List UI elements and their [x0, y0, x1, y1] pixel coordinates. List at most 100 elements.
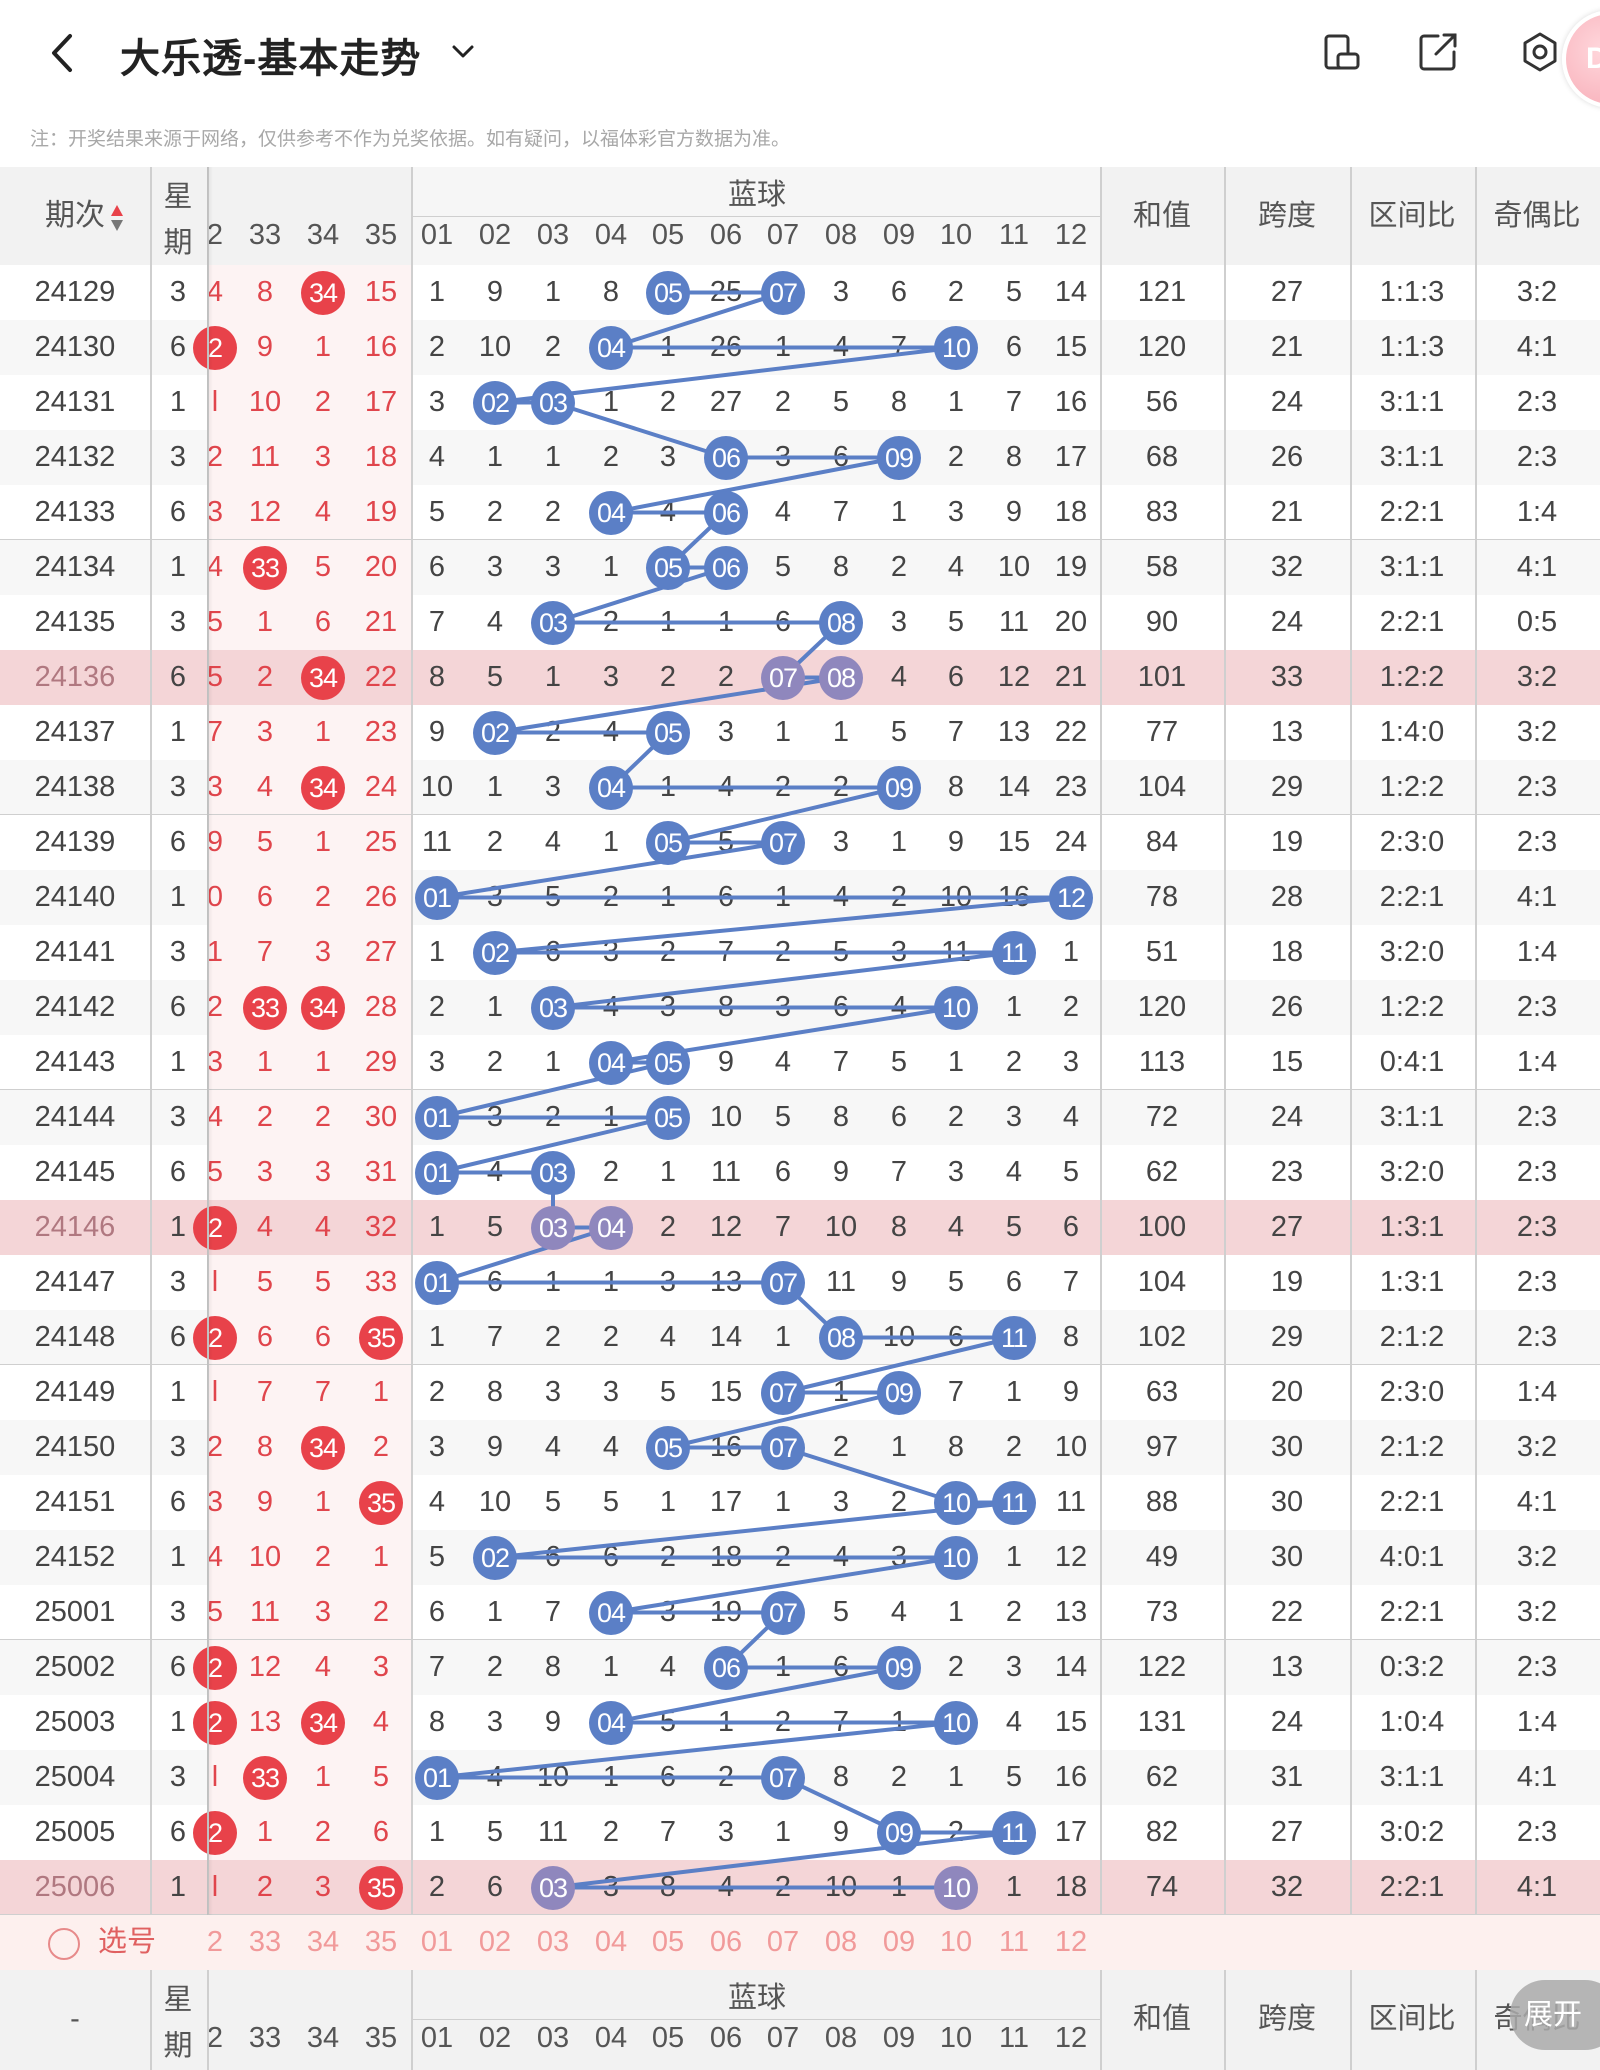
red-ball: 34 [301, 1425, 345, 1470]
blue-miss-cell: 1 [1005, 1376, 1023, 1408]
blue-ball: 04 [589, 490, 633, 535]
blue-miss-cell: 1 [486, 771, 504, 803]
zone-ratio-cell: 1:4:0 [1379, 716, 1445, 748]
red-miss-cell: 3 [314, 1871, 332, 1903]
red-miss-cell: 4 [314, 1211, 332, 1243]
blue-miss-cell: 2 [774, 386, 792, 418]
red-miss-cell: 6 [314, 1321, 332, 1353]
red-miss-cell: l [211, 386, 219, 418]
chevron-down-icon[interactable] [448, 36, 478, 66]
blue-miss-cell: 4 [1062, 1101, 1080, 1133]
blue-column-header: 02 [478, 219, 512, 251]
blue-ball: 11 [992, 1810, 1036, 1855]
red-miss-cell: 2 [256, 661, 274, 693]
sum-cell: 84 [1145, 826, 1179, 858]
red-miss-cell: 20 [364, 551, 398, 583]
select-blue-number[interactable]: 06 [709, 1926, 743, 1958]
blue-miss-cell: 1 [428, 276, 446, 308]
select-blue-number[interactable]: 10 [939, 1926, 973, 1958]
red-miss-cell: 4 [206, 276, 224, 308]
red-miss-cell: 4 [314, 1651, 332, 1683]
blue-miss-cell: 1 [544, 1046, 562, 1078]
select-label[interactable]: 选号 [98, 1926, 157, 1958]
span-cell: 26 [1270, 441, 1304, 473]
blue-miss-cell: 5 [544, 1486, 562, 1518]
blue-miss-cell: 9 [486, 276, 504, 308]
select-blue-number[interactable]: 07 [766, 1926, 800, 1958]
period-cell: 24131 [34, 386, 116, 418]
odd-even-cell: 2:3 [1516, 991, 1558, 1023]
footer-divider [207, 1970, 209, 2070]
span-cell: 26 [1270, 991, 1304, 1023]
select-blue-number[interactable]: 02 [478, 1926, 512, 1958]
avatar[interactable]: D [1562, 10, 1600, 108]
blue-miss-cell: 8 [1005, 441, 1023, 473]
sum-cell: 131 [1137, 1706, 1187, 1738]
blue-ball: 10 [934, 1865, 978, 1910]
expand-button[interactable]: 展开 [1510, 1980, 1600, 2050]
footer-divider [1100, 1970, 1102, 2070]
select-red-number[interactable]: 34 [306, 1926, 340, 1958]
blue-miss-cell: 1 [947, 1761, 965, 1793]
share-icon[interactable] [1416, 30, 1460, 74]
span-header: 跨度 [1257, 200, 1316, 232]
blue-miss-cell: 1 [659, 1486, 677, 1518]
select-blue-number[interactable]: 11 [998, 1926, 1030, 1958]
red-miss-cell: 1 [314, 1761, 332, 1793]
blue-miss-cell: 4 [428, 1486, 446, 1518]
weekday-cell: 1 [169, 1211, 187, 1243]
red-miss-cell: 4 [206, 1541, 224, 1573]
blue-ball: 09 [877, 1370, 921, 1415]
select-blue-number[interactable]: 03 [536, 1926, 570, 1958]
blue-miss-cell: 10 [997, 551, 1031, 583]
blue-miss-cell: 7 [947, 716, 965, 748]
red-ball: 2 [193, 325, 237, 370]
select-blue-number[interactable]: 04 [594, 1926, 628, 1958]
select-blue-number[interactable]: 01 [420, 1926, 454, 1958]
notice-text: 注：开奖结果来源于网络，仅供参考不作为兑奖依据。如有疑问，以福体彩官方数据为准。 [30, 129, 791, 150]
select-radio[interactable] [48, 1928, 80, 1960]
blue-miss-cell: 8 [544, 1651, 562, 1683]
red-ball: 35 [359, 1315, 403, 1360]
settings-icon[interactable] [1518, 30, 1562, 74]
blue-miss-cell: 9 [1062, 1376, 1080, 1408]
red-miss-cell: 22 [364, 661, 398, 693]
select-red-number[interactable]: 33 [248, 1926, 282, 1958]
blue-miss-cell: 5 [486, 661, 504, 693]
page-title[interactable]: 大乐透-基本走势 [120, 37, 422, 81]
select-blue-number[interactable]: 05 [651, 1926, 685, 1958]
column-divider [150, 167, 152, 1970]
select-blue-number[interactable]: 12 [1054, 1926, 1088, 1958]
blue-miss-cell: 1 [947, 1046, 965, 1078]
blue-miss-cell: 17 [1054, 1816, 1088, 1848]
blue-miss-cell: 1 [659, 1156, 677, 1188]
period-cell: 25003 [34, 1706, 116, 1738]
blue-miss-cell: 1 [1062, 936, 1080, 968]
table-row[interactable] [0, 1200, 1600, 1255]
blue-miss-cell: 3 [486, 551, 504, 583]
blue-miss-cell: 3 [544, 1376, 562, 1408]
red-miss-cell: l [211, 1266, 219, 1298]
phone-rotate-icon[interactable] [1320, 30, 1364, 74]
select-blue-number[interactable]: 08 [824, 1926, 858, 1958]
sum-cell: 73 [1145, 1596, 1179, 1628]
sum-cell: 62 [1145, 1761, 1179, 1793]
column-divider [1224, 167, 1226, 1915]
red-zone-bg [207, 1090, 411, 1145]
select-red-number[interactable]: 2 [206, 1926, 224, 1958]
zone-ratio-cell: 3:1:1 [1379, 386, 1445, 418]
blue-ball: 04 [589, 765, 633, 810]
select-red-number[interactable]: 35 [364, 1926, 398, 1958]
red-miss-cell: 1 [256, 1816, 274, 1848]
back-icon[interactable] [42, 28, 82, 78]
red-miss-cell: 2 [314, 1541, 332, 1573]
blue-miss-cell: 6 [1005, 331, 1023, 363]
sum-cell: 74 [1145, 1871, 1179, 1903]
red-miss-cell: 11 [249, 1596, 281, 1628]
footer-blue-header: 06 [709, 2022, 743, 2054]
red-zone-bg [207, 1035, 411, 1090]
period-cell: 24152 [34, 1541, 116, 1573]
select-blue-number[interactable]: 09 [882, 1926, 916, 1958]
sort-icon[interactable] [110, 203, 124, 233]
trend-segment [610, 455, 900, 515]
